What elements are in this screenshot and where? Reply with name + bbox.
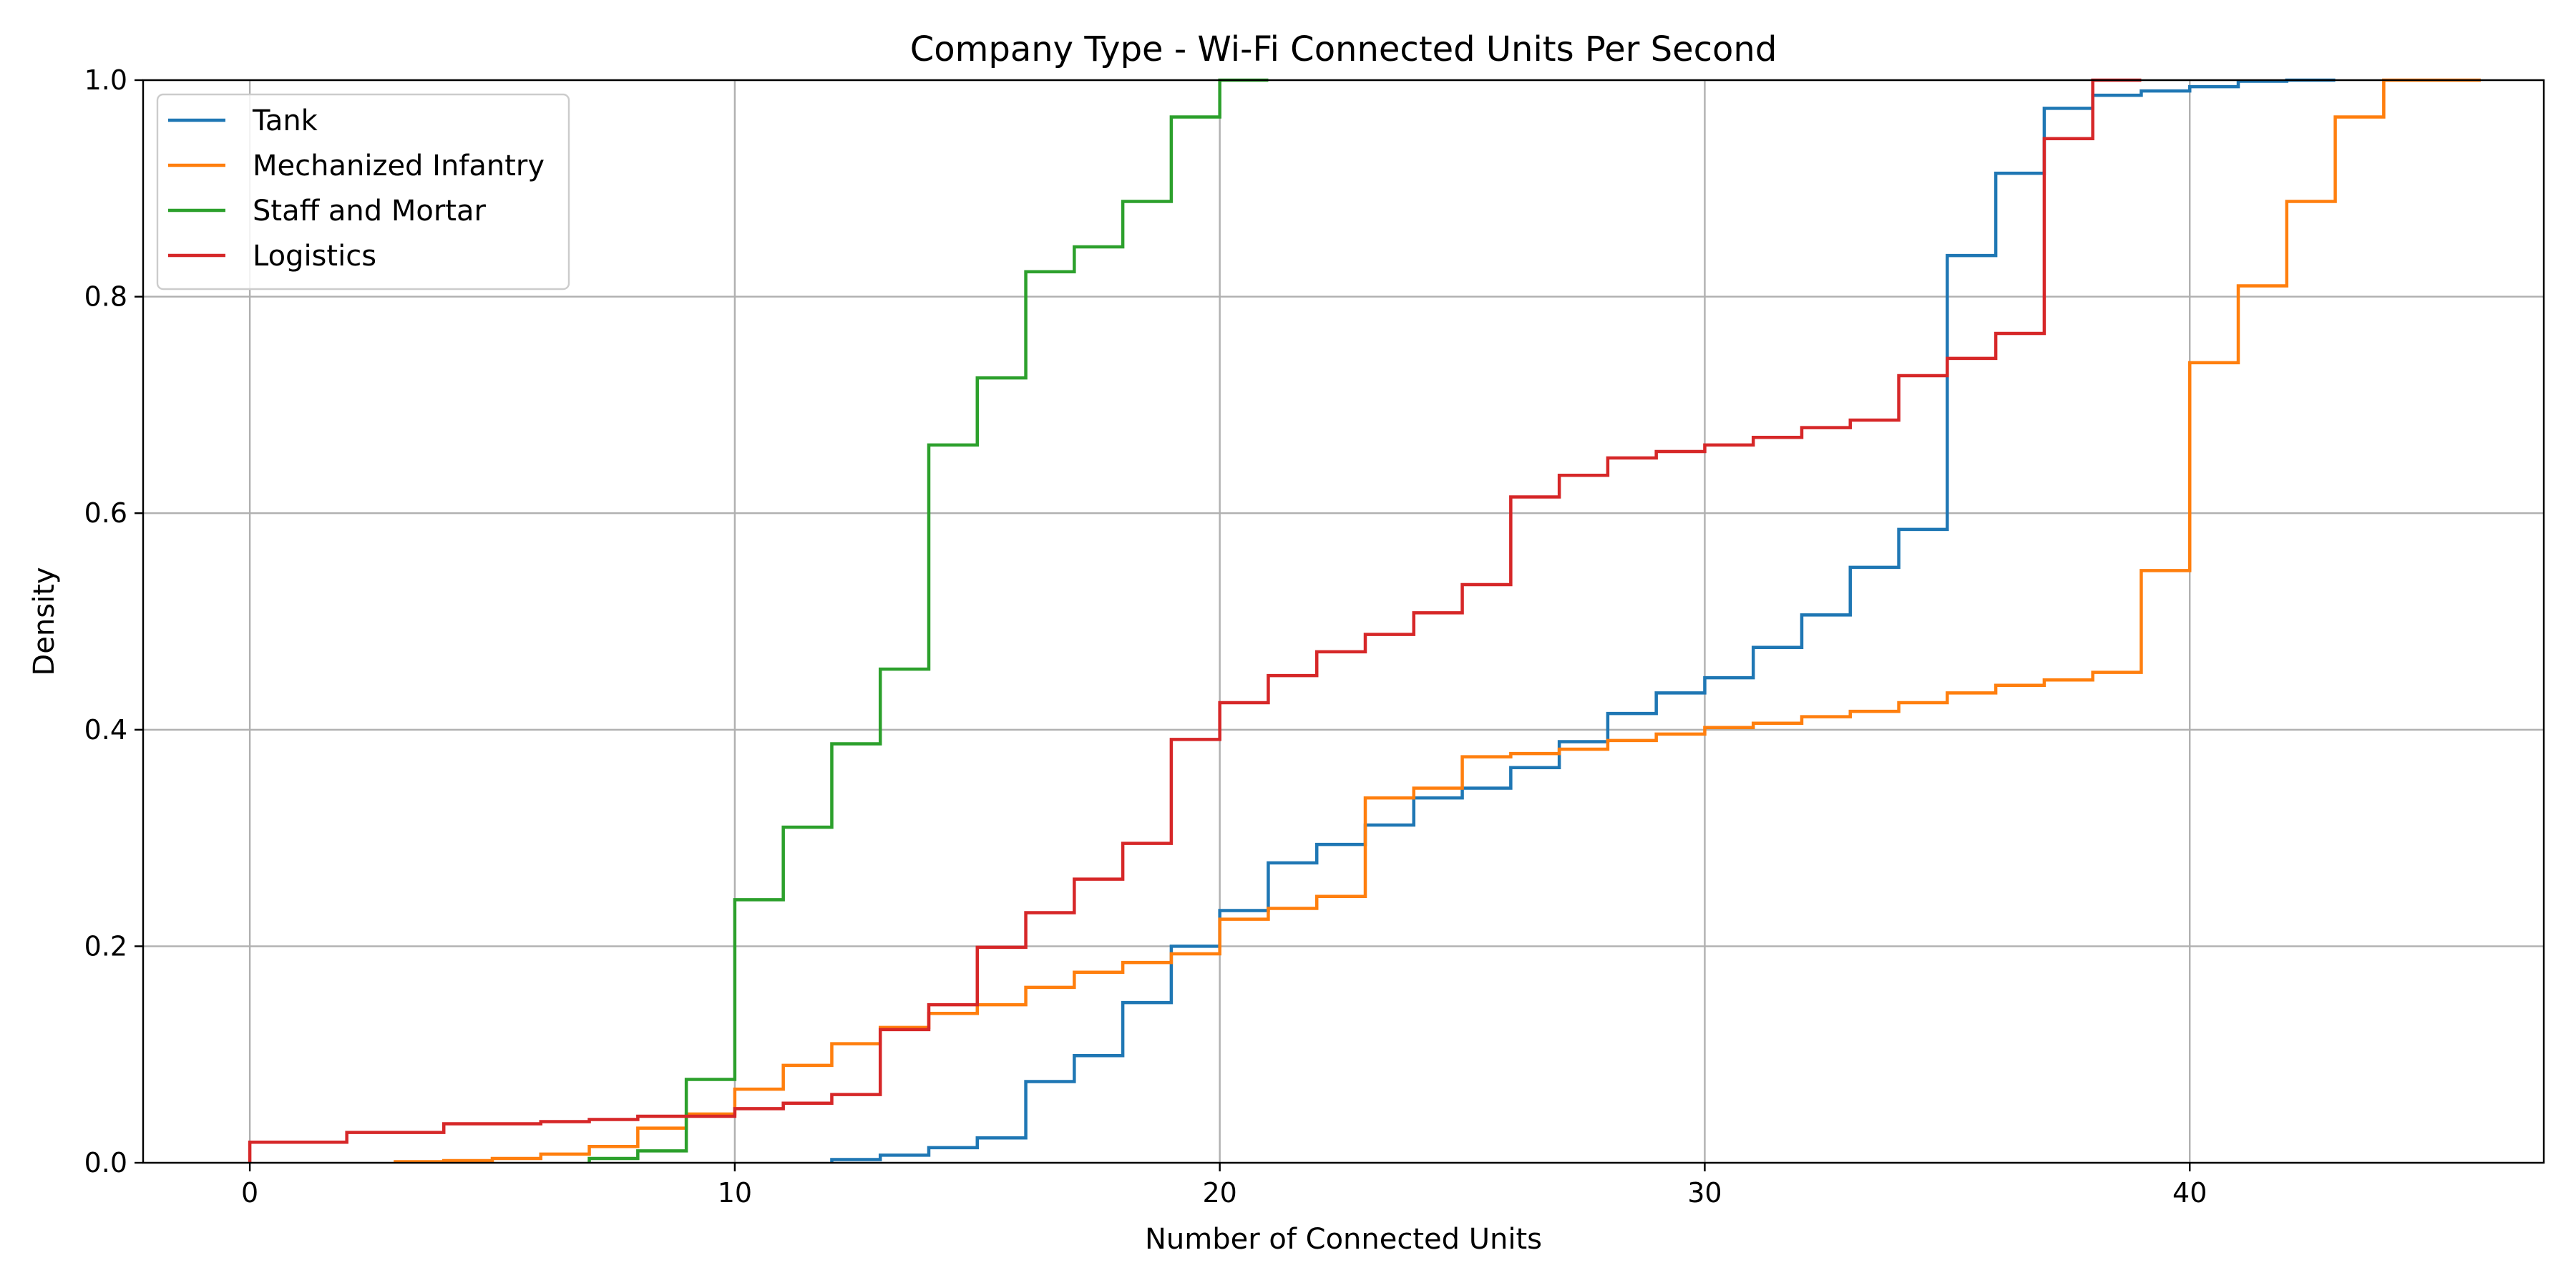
x-tick-label: 10	[718, 1177, 752, 1209]
legend-label: Tank	[252, 104, 318, 137]
y-axis-label: Density	[28, 567, 61, 675]
x-tick-label: 30	[1687, 1177, 1722, 1209]
x-tick-label: 40	[2172, 1177, 2207, 1209]
y-tick-label: 0.8	[84, 281, 127, 313]
legend-label: Logistics	[253, 240, 376, 273]
y-tick-label: 0.2	[84, 930, 127, 962]
series-line-logistics	[248, 78, 2142, 1163]
y-tick-label: 0.6	[84, 497, 127, 529]
chart-title: Company Type - Wi-Fi Connected Units Per…	[910, 29, 1777, 69]
legend-label: Mechanized Infantry	[253, 150, 545, 182]
x-tick-label: 20	[1202, 1177, 1236, 1209]
y-tick-label: 0.0	[84, 1147, 127, 1179]
series-line-staff-and-mortar	[587, 78, 1269, 1163]
legend-label: Staff and Mortar	[253, 195, 486, 228]
x-axis-label: Number of Connected Units	[1145, 1223, 1542, 1256]
plot-frame	[142, 79, 2545, 1164]
y-tick-label: 1.0	[84, 64, 127, 96]
legend-box	[156, 93, 570, 291]
series-line-mechanized-infantry	[394, 78, 2481, 1163]
series-line-tank	[830, 78, 2336, 1163]
tick-layer: 0 10 20 30 40 0.0 0.2 0.4 0.6 0.8 1.0	[84, 64, 2207, 1209]
series-layer	[248, 78, 2481, 1163]
x-tick-label: 0	[241, 1177, 258, 1209]
y-tick-label: 0.4	[84, 714, 127, 746]
chart-legend: Tank Mechanized Infantry Staff and Mortar L…	[156, 93, 570, 291]
